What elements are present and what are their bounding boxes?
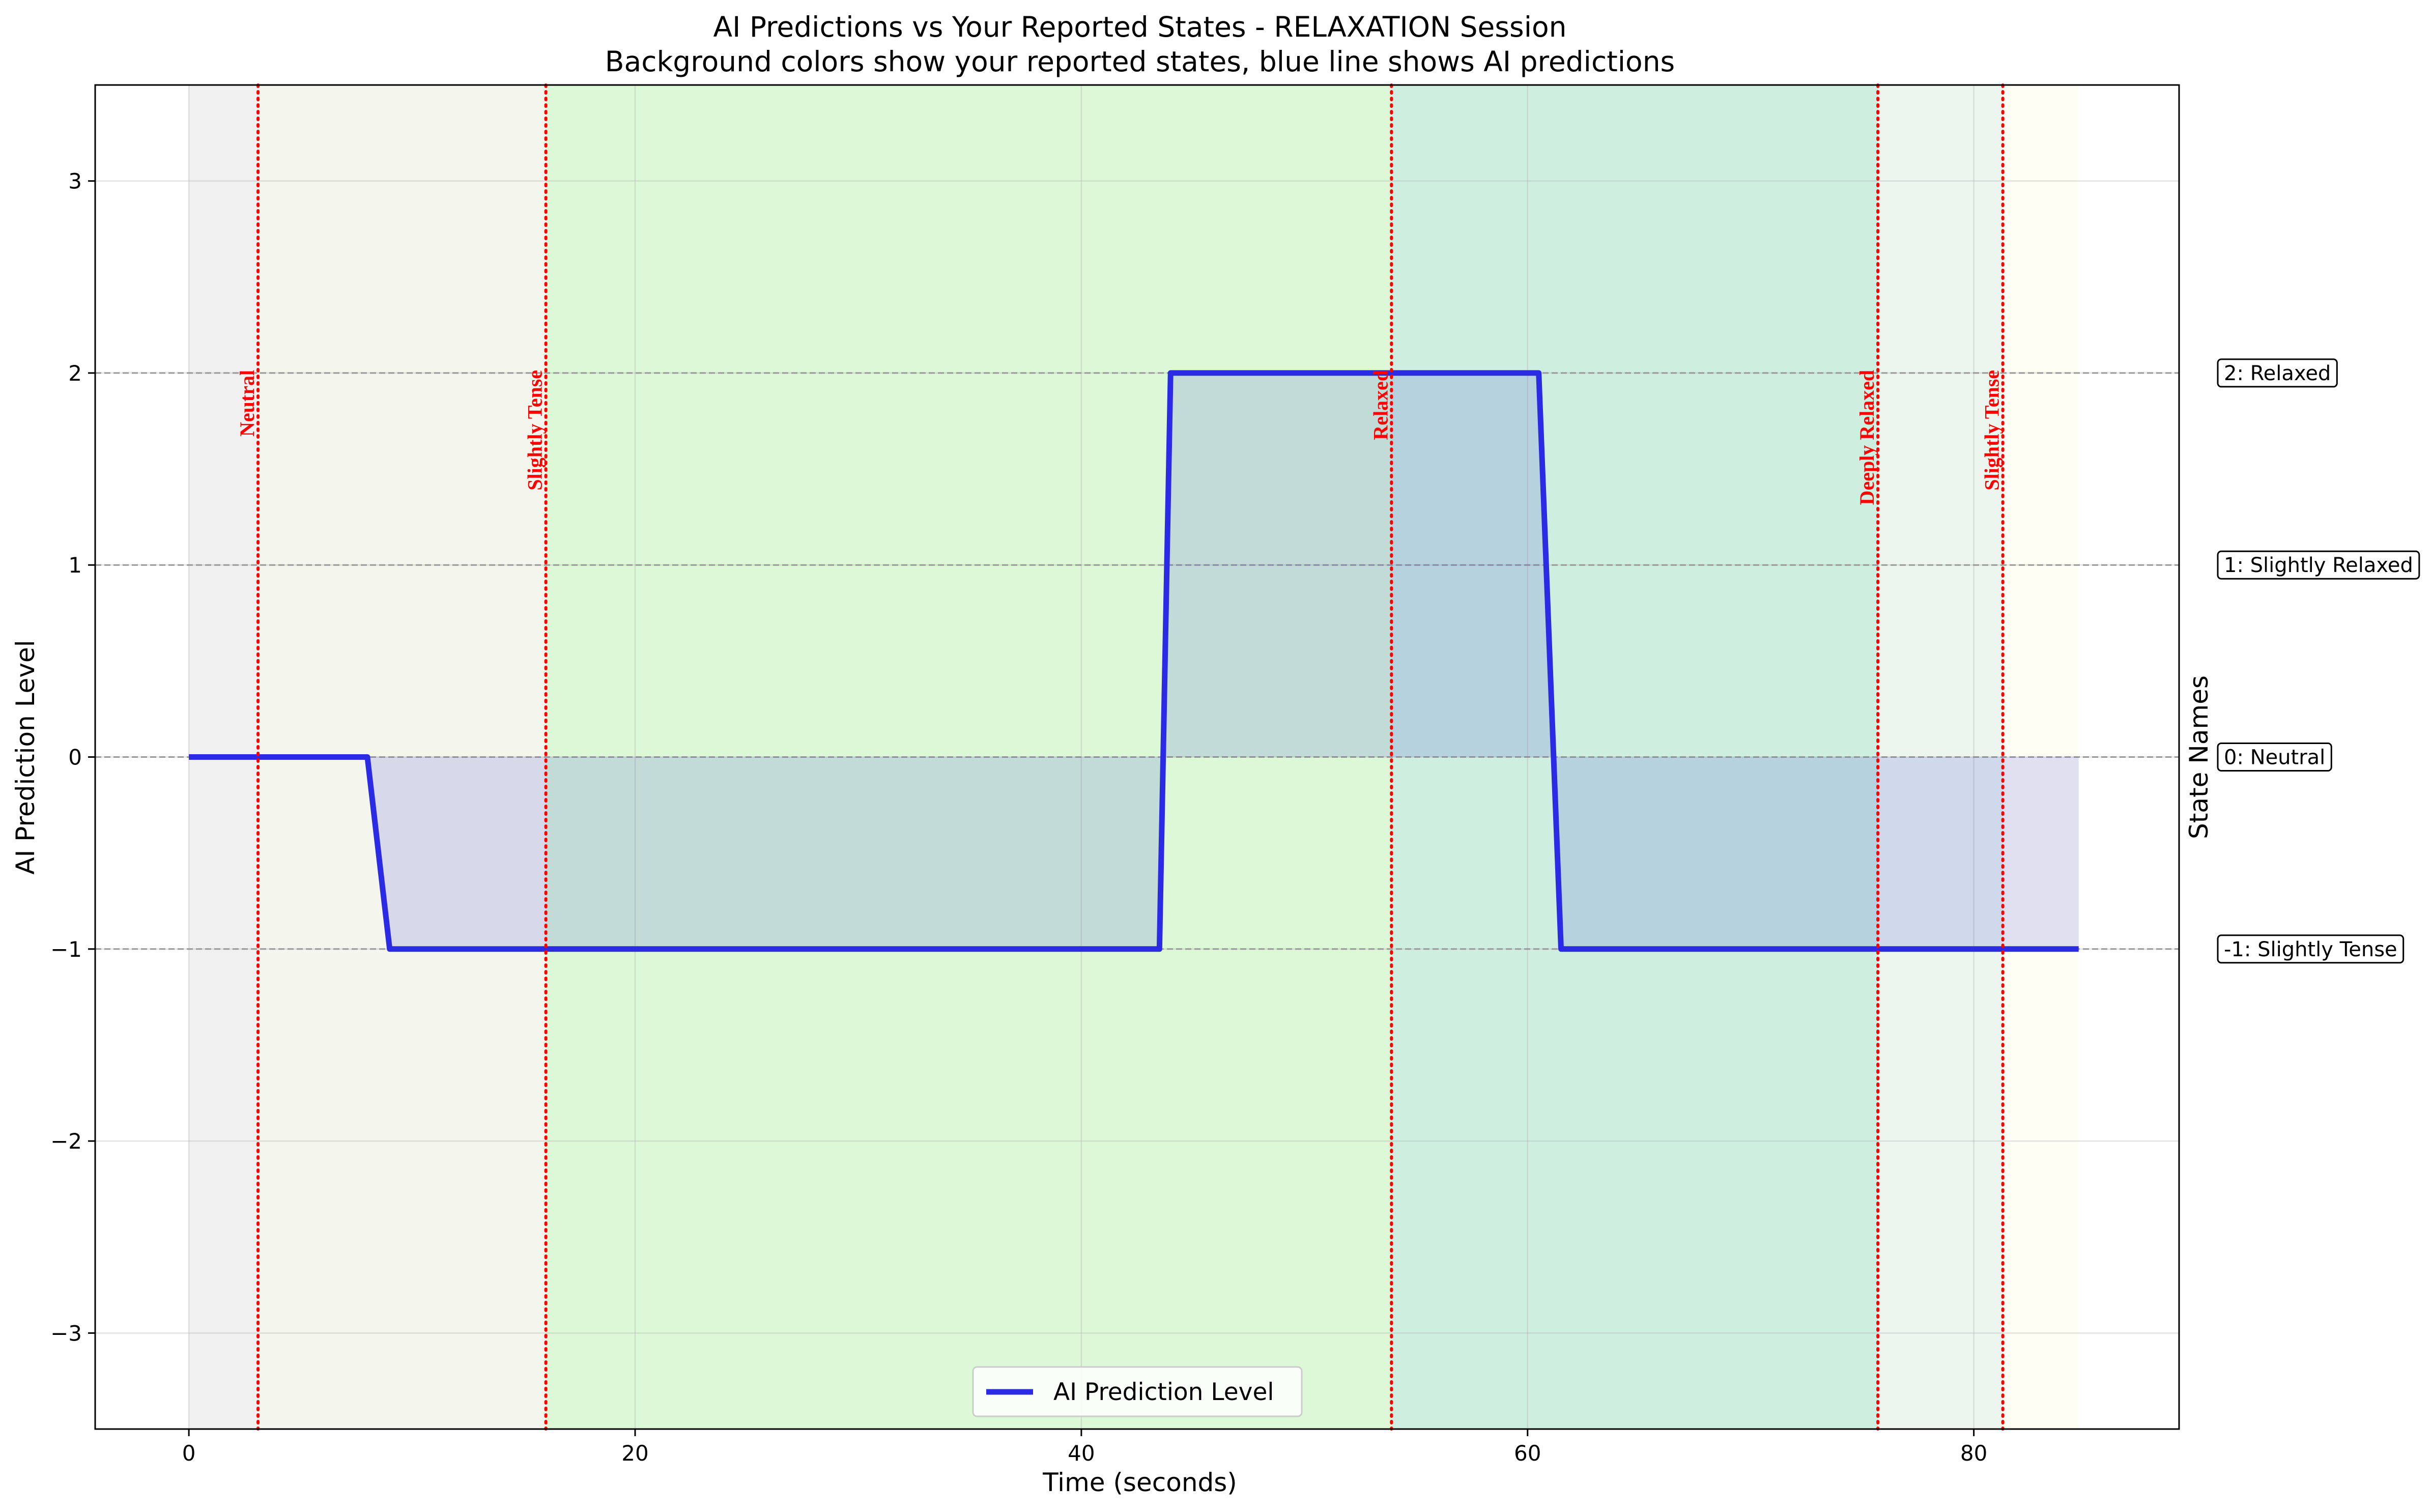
right-axis-label: State Names (2184, 675, 2214, 839)
x-tick-label: 40 (1068, 1441, 1095, 1466)
state-name-box-2: 0: Neutral (2217, 743, 2332, 772)
y-tick-label: 3 (68, 169, 82, 194)
state-marker-label-0: Neutral (236, 370, 259, 437)
state-name-box-1: 1: Slightly Relaxed (2217, 550, 2420, 580)
state-name-label: 2: Relaxed (2224, 362, 2331, 385)
y-tick-label: 0 (68, 745, 82, 770)
x-tick-label: 80 (1960, 1441, 1987, 1466)
plot-area: Neutral Slightly Tense Relaxed Deeply Relax… (50, 83, 2420, 1466)
x-tick-label: 0 (182, 1441, 196, 1466)
state-marker-label-1: Slightly Tense (524, 370, 547, 491)
state-name-frame (2217, 934, 2405, 964)
x-tick-label: 60 (1514, 1441, 1541, 1466)
x-axis-label: Time (seconds) (1042, 1468, 1237, 1497)
y-tick-label: −2 (50, 1129, 82, 1154)
state-name-box-3: -1: Slightly Tense (2217, 934, 2405, 964)
y-tick-label: −1 (50, 937, 82, 962)
prediction-line (189, 370, 2079, 952)
state-marker-label-2: Relaxed (1369, 370, 1392, 440)
x-tick-label: 20 (621, 1441, 648, 1466)
state-name-frame (2217, 358, 2338, 388)
state-name-label: -1: Slightly Tense (2224, 938, 2397, 961)
legend-box (972, 1366, 1303, 1417)
state-name-frame (2217, 743, 2332, 772)
y-tick-label: 1 (68, 553, 82, 578)
state-name-label: 0: Neutral (2224, 746, 2325, 769)
chart-title: AI Predictions vs Your Reported States -… (713, 11, 1567, 43)
state-name-label: 1: Slightly Relaxed (2224, 554, 2413, 577)
y-tick-label: 2 (68, 361, 82, 386)
state-marker-label-4: Slightly Tense (1981, 370, 2004, 491)
state-name-frame (2217, 550, 2420, 580)
y-axis-label: AI Prediction Level (11, 640, 40, 874)
legend: AI Prediction Level (972, 1366, 1303, 1417)
prediction-fill-area (189, 373, 2079, 949)
legend-label: AI Prediction Level (1053, 1378, 1274, 1406)
chart-subtitle: Background colors show your reported sta… (605, 45, 1675, 78)
state-marker-label-3: Deeply Relaxed (1855, 370, 1878, 505)
y-tick-label: −3 (50, 1321, 82, 1346)
state-name-box-0: 2: Relaxed (2217, 358, 2338, 388)
